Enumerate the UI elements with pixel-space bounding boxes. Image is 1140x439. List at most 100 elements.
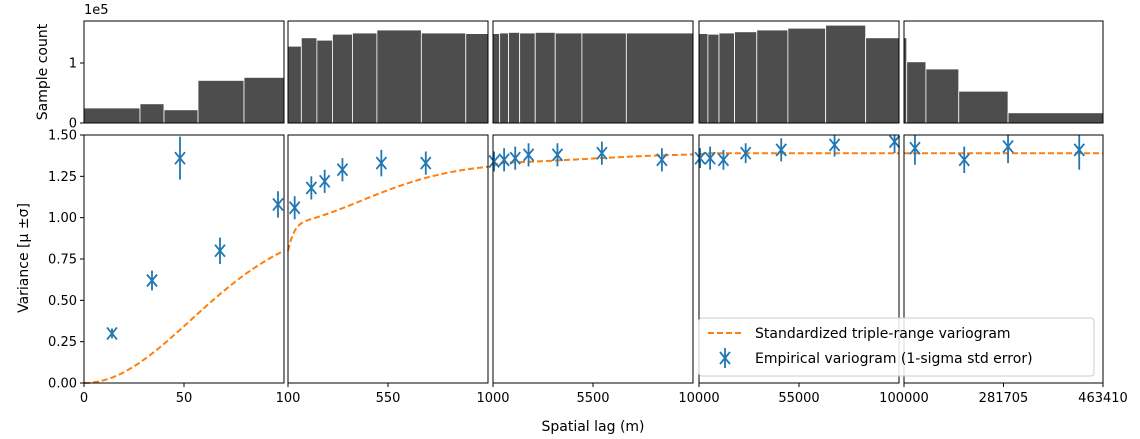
- hist-y-tick-label: 0: [69, 117, 77, 132]
- hist-multiplier: 1e5: [84, 3, 109, 18]
- variogram-panel-frame: [287, 134, 489, 384]
- hist-bar: [300, 37, 318, 124]
- hist-bar: [625, 32, 694, 124]
- x-tick-label: 100: [276, 391, 301, 406]
- hist-bar: [316, 39, 333, 124]
- hist-bar: [707, 33, 720, 124]
- x-tick-label: 0: [80, 391, 88, 406]
- hist-bar: [698, 33, 709, 124]
- hist-bar: [352, 32, 378, 124]
- hist-bar: [519, 32, 536, 124]
- legend-empirical-label: Empirical variogram (1-sigma std error): [755, 351, 1033, 367]
- model-curve-segment: [492, 153, 694, 168]
- empirical-point: [106, 326, 118, 340]
- hist-bar: [906, 61, 927, 124]
- empirical-point: [551, 143, 564, 167]
- hist-bar: [492, 33, 501, 124]
- hist-bar: [508, 32, 521, 124]
- x-tick-label: 100000: [879, 391, 929, 406]
- empirical-point: [272, 191, 284, 218]
- hist-panel-frame: [83, 20, 285, 124]
- var-y-tick-label: 1.25: [48, 170, 77, 185]
- empirical-point: [288, 196, 301, 220]
- legend: Standardized triple-range variogram Empi…: [698, 317, 1095, 377]
- empirical-point: [375, 149, 388, 177]
- hist-bar: [1007, 112, 1104, 124]
- variogram-panel-frame: [492, 134, 694, 384]
- empirical-point: [509, 146, 521, 170]
- hist-bar: [163, 109, 199, 124]
- hist-bar: [243, 77, 285, 124]
- hist-bar: [787, 27, 827, 124]
- empirical-point: [596, 141, 608, 165]
- model-curve-segment: [287, 165, 489, 252]
- hist-bar: [83, 107, 141, 124]
- hist-bar: [420, 32, 467, 124]
- hist-y-tick-label: 1: [69, 57, 77, 72]
- hist-bar: [376, 29, 422, 124]
- hist-bar: [332, 33, 353, 124]
- var-y-tick-label: 0.50: [48, 294, 77, 309]
- model-curve-segment: [83, 249, 285, 384]
- empirical-point: [214, 237, 226, 264]
- hist-bar: [287, 45, 302, 124]
- empirical-point: [694, 148, 706, 169]
- hist-bar: [554, 32, 583, 124]
- var-y-axis-label: Variance [μ ±σ]: [16, 203, 32, 313]
- empirical-point: [305, 176, 318, 200]
- empirical-point: [909, 135, 921, 165]
- model-curve-segment: [698, 152, 899, 156]
- empirical-point: [775, 138, 787, 162]
- hist-bar: [925, 68, 960, 124]
- empirical-point: [958, 146, 970, 174]
- legend-empirical-swatch: [719, 348, 731, 368]
- hist-bar: [465, 33, 489, 124]
- x-tick-label: 550: [376, 391, 401, 406]
- empirical-point: [739, 143, 752, 164]
- histogram-layer: [83, 24, 1104, 124]
- var-y-tick-label: 0.00: [48, 377, 77, 392]
- hist-bar: [865, 37, 900, 124]
- var-y-tick-label: 1.00: [48, 211, 77, 226]
- empirical-point: [522, 143, 535, 167]
- x-axis-label: Spatial lag (m): [541, 419, 644, 435]
- hist-bar: [718, 32, 735, 124]
- variogram-panel-frame: [83, 134, 285, 384]
- x-tick-label: 50: [176, 391, 193, 406]
- empirical-point: [420, 151, 432, 175]
- axes-layer: 0 50 100 550 1000 5500 10000 55000 100000 281705 4…: [48, 20, 1128, 406]
- empirical-point: [656, 148, 668, 172]
- var-y-tick-label: 0.25: [48, 335, 77, 350]
- empirical-point: [828, 135, 841, 157]
- legend-box: [698, 317, 1095, 377]
- var-y-tick-label: 0.75: [48, 253, 77, 268]
- hist-panel-frame: [903, 20, 1104, 124]
- empirical-point: [717, 149, 730, 170]
- empirical-point: [1002, 135, 1014, 164]
- empirical-point: [498, 148, 510, 172]
- hist-bar: [958, 90, 1009, 124]
- hist-bar: [581, 32, 627, 124]
- hist-bar: [756, 29, 789, 124]
- x-tick-label: 1000: [476, 391, 509, 406]
- var-y-tick-label: 1.50: [48, 129, 77, 144]
- hist-bar: [499, 32, 509, 124]
- empirical-point: [888, 135, 901, 154]
- empirical-point: [336, 158, 349, 182]
- empirical-point: [174, 136, 186, 180]
- empirical-point: [146, 270, 158, 291]
- variogram-layer: [83, 135, 1103, 384]
- hist-bar: [197, 80, 245, 124]
- hist-bar: [734, 31, 758, 124]
- hist-panel-frame: [698, 20, 900, 124]
- hist-bar: [534, 32, 556, 124]
- x-tick-label: 281705: [979, 391, 1029, 406]
- hist-panel-frame: [287, 20, 489, 124]
- x-tick-label: 10000: [678, 391, 719, 406]
- hist-y-axis-label: Sample count: [35, 23, 51, 120]
- x-tick-label: 55000: [778, 391, 819, 406]
- x-tick-label: 5500: [576, 391, 609, 406]
- x-tick-label: 463410: [1078, 391, 1128, 406]
- empirical-point: [488, 151, 500, 172]
